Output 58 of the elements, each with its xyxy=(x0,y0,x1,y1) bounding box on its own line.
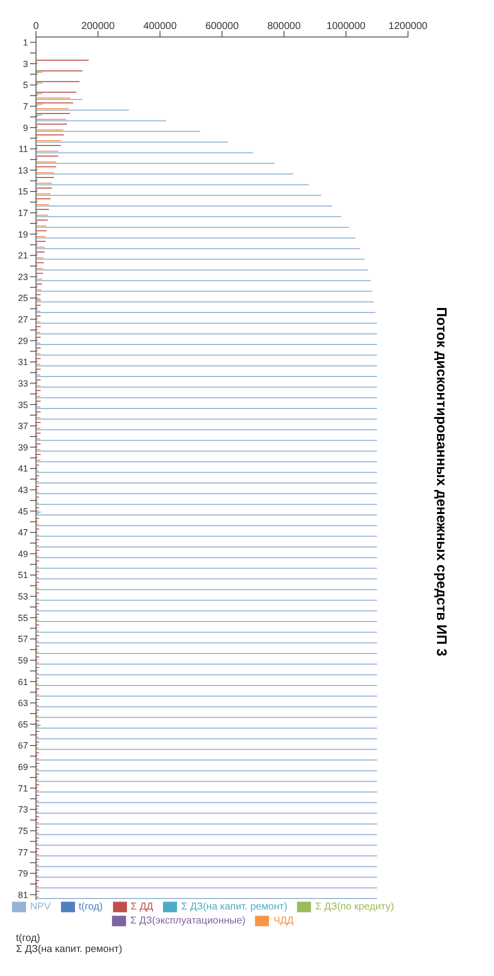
y-tick-label: 5 xyxy=(22,80,28,90)
y-tick-label: 53 xyxy=(18,592,28,602)
x-tick-label: 1000000 xyxy=(326,21,366,32)
x-tick-label: 400000 xyxy=(143,21,178,32)
y-tick-label: 49 xyxy=(18,548,28,559)
y-tick-label: 9 xyxy=(22,122,28,133)
y-tick-label: 55 xyxy=(18,612,28,623)
legend-label: Σ ДЗ(на капит. ремонт) xyxy=(181,902,288,913)
y-tick-label: 27 xyxy=(18,314,28,325)
y-tick-label: 7 xyxy=(22,101,28,112)
y-tick-label: 15 xyxy=(18,186,28,197)
text: Σ ДЗ(на капит. ремонт) xyxy=(16,944,124,955)
y-tick-label: 51 xyxy=(18,570,28,580)
y-tick-label: 43 xyxy=(18,485,28,496)
text: t(год) xyxy=(16,933,42,944)
y-tick-label: 41 xyxy=(18,464,28,474)
y-tick-label: 23 xyxy=(18,272,28,282)
text: Поток дисконтированных денежных средств ИП 3 xyxy=(434,306,450,656)
y-tick-label: 39 xyxy=(18,442,28,452)
y-tick-label: 47 xyxy=(18,528,28,538)
x-tick-label: 0 xyxy=(33,21,40,32)
legend-label: NPV xyxy=(30,902,51,913)
x-tick-label: 200000 xyxy=(81,21,116,32)
y-tick-label: 11 xyxy=(18,144,28,154)
y-tick-label: 25 xyxy=(18,293,28,304)
y-tick-label: 63 xyxy=(18,698,28,708)
y-tick-label: 77 xyxy=(18,847,28,858)
legend-label: Σ ДЗ(эксплуатационные) xyxy=(130,916,246,927)
legend-label: ЧДД xyxy=(273,916,294,927)
y-tick-label: 79 xyxy=(18,868,28,879)
x-tick-label: 800000 xyxy=(267,21,302,32)
y-tick-label: 3 xyxy=(22,58,28,69)
x-tick-label: 1200000 xyxy=(388,21,428,32)
y-tick-label: 65 xyxy=(18,719,28,730)
y-tick-label: 75 xyxy=(18,826,28,836)
y-tick-label: 59 xyxy=(18,655,28,666)
y-tick-label: 33 xyxy=(18,378,28,388)
y-tick-label: 19 xyxy=(18,229,28,240)
y-tick-label: 69 xyxy=(18,762,28,772)
y-tick-label: 35 xyxy=(18,400,28,410)
y-tick-label: 21 xyxy=(18,250,28,261)
y-tick-label: 31 xyxy=(18,357,28,368)
y-tick-label: 1 xyxy=(22,38,28,48)
y-tick-label: 57 xyxy=(18,634,28,644)
y-tick-label: 71 xyxy=(18,783,28,794)
legend-label: t(год) xyxy=(78,902,103,913)
y-tick-label: 17 xyxy=(18,208,28,218)
y-tick-label: 45 xyxy=(18,506,28,516)
y-tick-label: 73 xyxy=(18,804,28,815)
legend-label: Σ ДД xyxy=(130,902,154,913)
y-tick-label: 29 xyxy=(18,336,28,346)
legend-label: Σ ДЗ(по кредиту) xyxy=(315,902,394,913)
y-tick-label: 13 xyxy=(18,165,28,176)
x-tick-label: 600000 xyxy=(205,21,240,32)
y-tick-label: 61 xyxy=(18,676,28,687)
y-tick-label: 67 xyxy=(18,740,28,751)
y-tick-label: 37 xyxy=(18,421,28,432)
y-tick-label: 81 xyxy=(18,890,28,900)
